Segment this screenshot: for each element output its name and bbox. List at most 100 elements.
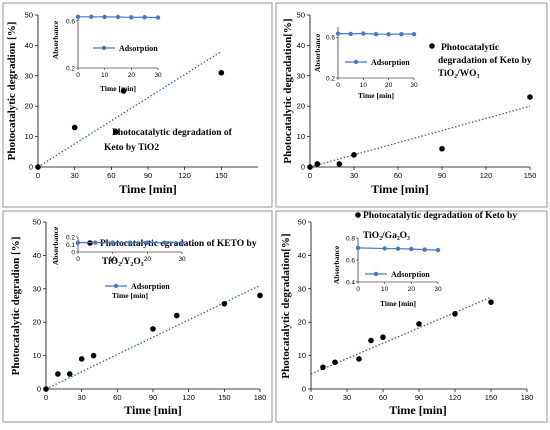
data-point [90, 352, 97, 359]
x-tick-label: 150 [218, 393, 231, 402]
inset-x-tick-label: 10 [109, 256, 117, 263]
inset-y-tick-label: 0.4 [346, 280, 355, 287]
legend-label: TiO₂/Y₂O₃ [102, 257, 144, 267]
inset-legend-label: Adsorption [119, 44, 158, 53]
legend-label: TiO₂/Ga₂O₃ [363, 231, 410, 241]
x-tick-label: 120 [182, 393, 195, 402]
inset-x-tick-label: 30 [154, 72, 162, 79]
fit-line [310, 296, 492, 375]
fit-line [37, 50, 222, 168]
panel-frame [275, 210, 548, 423]
inset-y-tick-label: 0.6 [326, 35, 335, 42]
inset-legend-label: Adsorption [371, 58, 410, 67]
inset-y-title: Absorbance [51, 226, 60, 265]
inset-x-title: Time [min] [358, 91, 394, 100]
inset-x-tick-label: 30 [178, 256, 186, 263]
inset-x-tick-label: 20 [408, 286, 416, 293]
inset-point [395, 246, 401, 251]
inset-point [155, 15, 161, 20]
data-point [380, 334, 386, 341]
inset-y-tick-label: 0 [71, 250, 75, 257]
data-point [221, 301, 228, 307]
x-tick-label: 90 [149, 393, 157, 402]
inset-x-tick-label: 10 [360, 82, 368, 89]
x-tick-label: 120 [449, 393, 462, 402]
inset-chart: 0 10 20 30 0.2 0.6 Time [min] Absorbance Adsorpt… [313, 27, 418, 100]
x-axis-title: Time [min] [371, 182, 428, 196]
chart-panel-2: 0 30 60 90 120 150 0 10 20 30 40 50 Time [min] Photoc… [275, 2, 548, 208]
data-point [332, 359, 338, 366]
panel-frame [275, 2, 548, 208]
inset-point [162, 240, 167, 245]
y-tick-label: 50 [298, 218, 306, 227]
inset-y-tick-label: 0.8 [346, 236, 355, 243]
data-point [368, 337, 374, 344]
x-axis-title: Time [min] [124, 403, 181, 417]
data-point [351, 152, 357, 158]
data-point [452, 311, 458, 317]
x-tick-label: 0 [309, 393, 313, 402]
y-tick-label: 0 [301, 163, 305, 172]
x-axis-title: Time [min] [119, 182, 176, 196]
data-point [257, 292, 263, 299]
inset-point [75, 240, 81, 245]
x-tick-label: 30 [350, 171, 358, 180]
data-point [314, 161, 321, 167]
x-tick-label: 0 [44, 393, 48, 402]
y-tick-label: 50 [297, 11, 305, 20]
x-tick-label: 0 [36, 171, 40, 180]
fit-line [45, 284, 261, 390]
x-tick-label: 30 [70, 171, 78, 180]
y-axis-title: Photocatalytic degradion [%] [6, 22, 18, 161]
data-point [120, 88, 127, 94]
inset-point [127, 240, 133, 245]
y-tick-label: 50 [33, 218, 41, 227]
inset-point [411, 31, 417, 37]
inset-x-tick-label: 0 [76, 72, 80, 79]
x-tick-label: 120 [178, 171, 191, 180]
y-tick-label: 30 [25, 71, 33, 80]
inset-point [373, 31, 379, 37]
x-tick-label: 90 [438, 171, 446, 180]
inset-point [382, 246, 387, 251]
legend-marker [429, 43, 435, 49]
legend-marker [355, 212, 361, 218]
x-tick-label: 60 [379, 393, 387, 402]
inset-point [355, 245, 361, 251]
y-tick-label: 0 [37, 385, 41, 394]
inset-y-tick-label: 0.2 [326, 76, 335, 83]
inset-point [129, 15, 134, 20]
inset-legend-marker [101, 45, 107, 51]
y-tick-label: 20 [33, 318, 41, 327]
data-point [71, 124, 78, 131]
inset-y-tick-label: 0.2 [66, 235, 75, 242]
x-tick-label: 180 [254, 393, 267, 402]
data-point [43, 386, 49, 392]
y-tick-label: 0 [29, 163, 33, 172]
inset-point [386, 32, 391, 37]
inset-x-tick-label: 30 [434, 286, 442, 293]
y-axis-title: Photocatalytic degradation[%] [280, 233, 292, 378]
y-tick-label: 40 [33, 251, 41, 260]
legend-label: Keto by TiO2 [104, 143, 159, 153]
chart-panel-3: 0 30 60 90 120 150 180 0 10 20 30 40 50 Time [min] Pho… [2, 210, 273, 423]
fit-line [309, 105, 531, 168]
legend-label: TiO₂/WO₃ [438, 69, 480, 79]
data-point [55, 371, 61, 377]
y-tick-label: 10 [33, 351, 41, 360]
data-point [527, 94, 533, 100]
data-point [150, 326, 156, 332]
inset-y-tick-label: 0.6 [346, 258, 355, 265]
inset-x-tick-label: 0 [356, 286, 360, 293]
x-tick-label: 180 [521, 393, 534, 402]
y-tick-label: 20 [298, 318, 306, 327]
x-tick-label: 60 [394, 171, 402, 180]
y-axis-title: Photocatalytic degradion [%] [10, 237, 22, 376]
data-point [488, 299, 494, 305]
inset-point [102, 14, 107, 20]
y-tick-label: 10 [298, 351, 306, 360]
y-tick-label: 30 [297, 71, 305, 80]
x-axis-title: Time [min] [389, 403, 446, 417]
y-tick-label: 10 [25, 132, 33, 141]
